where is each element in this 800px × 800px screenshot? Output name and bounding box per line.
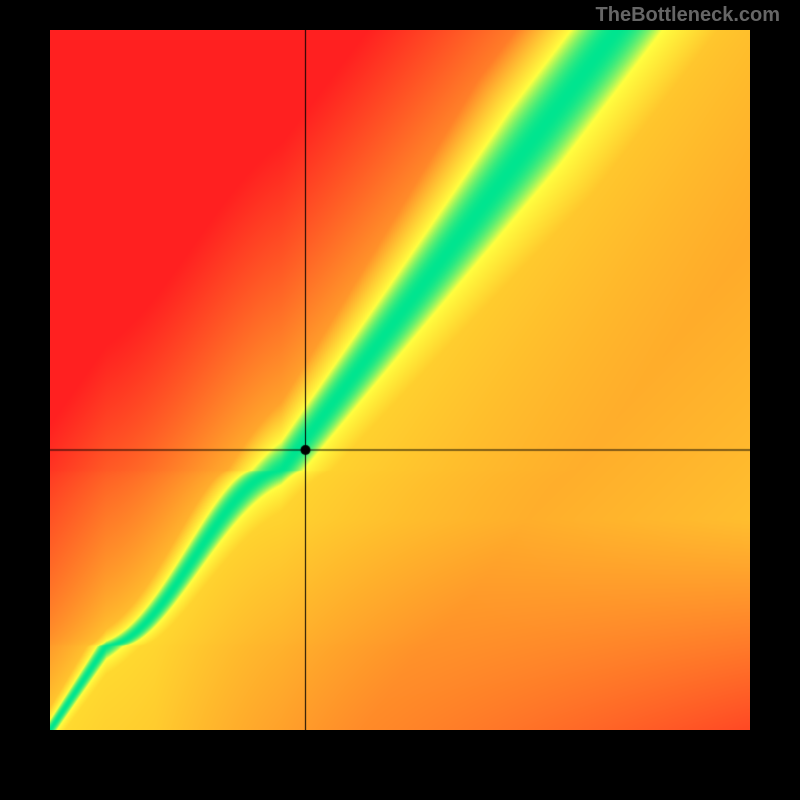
chart-container: TheBottleneck.com bbox=[0, 0, 800, 800]
watermark-text: TheBottleneck.com bbox=[596, 4, 780, 27]
bottleneck-heatmap bbox=[50, 30, 750, 730]
